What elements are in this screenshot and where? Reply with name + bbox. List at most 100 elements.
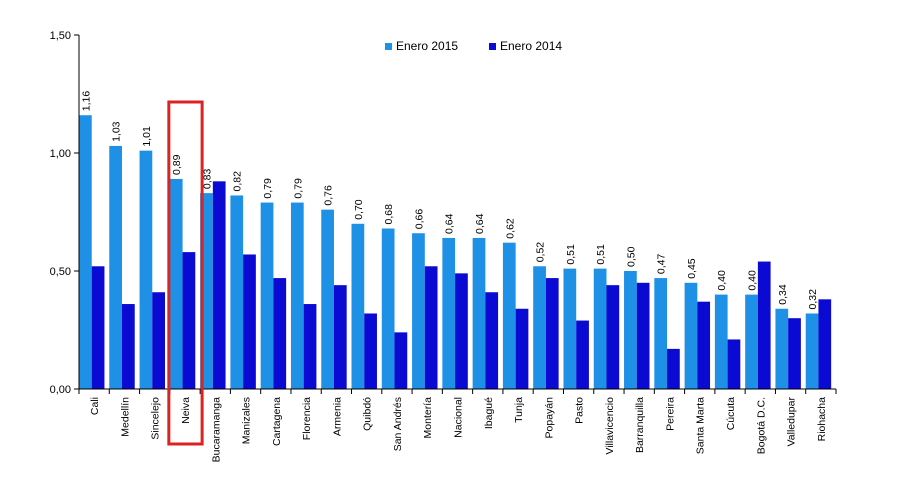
bar-enero-2015-19 (654, 278, 668, 389)
data-label: 0,70 (353, 199, 365, 220)
bar-enero-2014-8 (333, 285, 347, 389)
bar-enero-2014-0 (91, 266, 105, 389)
x-category-label: Bucaramanga (210, 397, 222, 463)
bar-enero-2015-1 (109, 145, 122, 389)
bar-enero-2015-12 (442, 237, 456, 389)
data-label: 0,51 (565, 244, 577, 265)
data-label: 0,68 (383, 204, 395, 225)
bar-enero-2015-14 (502, 242, 516, 389)
bar-enero-2014-1 (122, 304, 135, 389)
x-category-label: Villavicencio (604, 397, 616, 455)
x-category-label: Cali (89, 397, 101, 415)
x-category-label: Santa Marta (695, 397, 707, 454)
bar-enero-2015-8 (321, 209, 334, 389)
bar-enero-2014-15 (545, 278, 559, 389)
bar-enero-2015-23 (775, 308, 789, 389)
bar-enero-2015-10 (381, 228, 395, 389)
x-category-label: Ibagué (483, 397, 495, 429)
y-tick-label: 1,50 (50, 30, 71, 42)
bar-enero-2015-11 (412, 233, 425, 389)
x-category-label: Nacional (453, 397, 465, 438)
legend: Enero 2015 Enero 2014 (385, 39, 562, 53)
data-label: 0,45 (686, 258, 698, 279)
legend-label: Enero 2015 (396, 39, 458, 53)
legend-swatch (489, 43, 496, 50)
x-category-label: Cúcuta (725, 397, 737, 430)
data-label: 0,40 (716, 270, 728, 291)
bar-enero-2014-4 (212, 181, 226, 389)
data-label: 0,62 (504, 218, 516, 239)
data-label: 1,01 (141, 126, 153, 147)
bar-enero-2015-22 (745, 294, 758, 389)
legend-label: Enero 2014 (500, 39, 562, 53)
x-category-label: Popayán (543, 397, 555, 439)
bar-enero-2015-13 (472, 237, 486, 389)
x-category-label: Pereira (664, 397, 676, 431)
x-category-label: Cartagena (271, 397, 283, 446)
data-label: 0,47 (656, 253, 668, 274)
legend-swatch (385, 43, 392, 50)
bar-enero-2014-21 (727, 339, 741, 389)
data-label: 0,76 (323, 185, 335, 206)
bar-enero-2014-18 (636, 282, 650, 389)
bar-enero-2015-0 (79, 115, 92, 390)
x-category-label: Barranquilla (634, 397, 646, 453)
bar-enero-2014-20 (697, 301, 711, 389)
x-category-label: Florencia (301, 397, 313, 440)
y-tick-label: 0,00 (50, 384, 71, 396)
x-category-label: Valledupar (786, 397, 798, 447)
x-category-label: Sincelejo (150, 397, 162, 440)
bar-enero-2015-2 (139, 150, 153, 389)
bar-enero-2014-16 (576, 320, 589, 389)
x-category-label: San Andrés (392, 397, 404, 451)
bar-enero-2015-15 (533, 266, 546, 389)
y-tick-label: 0,50 (50, 266, 71, 278)
bar-enero-2015-6 (260, 202, 274, 389)
highlight-layer (167, 100, 204, 446)
x-category-label: Riohacha (816, 397, 828, 442)
bar-enero-2015-20 (684, 282, 698, 389)
data-label: 0,79 (262, 178, 274, 199)
bar-enero-2014-14 (515, 308, 529, 389)
data-label: 0,64 (474, 213, 486, 234)
bar-enero-2015-18 (624, 271, 637, 389)
x-category-label: Medellín (119, 397, 131, 437)
bar-enero-2015-7 (290, 202, 304, 389)
data-label: 0,83 (201, 169, 213, 190)
data-label: 0,79 (292, 178, 304, 199)
bar-enero-2014-24 (818, 299, 832, 389)
highlight-box (167, 100, 204, 446)
bar-enero-2014-6 (273, 278, 287, 389)
data-label: 0,82 (232, 171, 244, 192)
x-category-label: Armenia (331, 397, 343, 436)
data-label: 0,64 (444, 213, 456, 234)
bar-enero-2015-21 (714, 294, 728, 389)
bar-enero-2014-12 (455, 273, 468, 389)
bar-enero-2015-9 (351, 223, 365, 389)
bar-enero-2014-11 (424, 266, 438, 389)
x-category-label: Tunja (513, 397, 525, 423)
x-category-label: Quibdó (362, 397, 374, 431)
x-category-label: Montería (422, 397, 434, 439)
bar-enero-2014-22 (757, 261, 771, 389)
bar-enero-2014-7 (303, 304, 317, 389)
bar-enero-2014-13 (485, 292, 499, 389)
data-label: 0,50 (625, 246, 637, 267)
bars-layer (79, 115, 832, 390)
labels-layer: 1,16 1,03 1,01 0,89 0,83 0,82 0,79 0,79 0,76 0,70… (80, 91, 819, 310)
bar-enero-2015-5 (230, 195, 244, 389)
bar-enero-2014-19 (667, 348, 680, 389)
bar-enero-2015-16 (563, 268, 577, 389)
data-label: 1,16 (80, 91, 92, 112)
x-category-label: Manizales (241, 397, 253, 444)
bar-enero-2014-5 (243, 254, 256, 389)
data-label: 0,66 (413, 209, 425, 230)
data-label: 0,34 (777, 284, 789, 305)
bar-enero-2014-23 (788, 318, 801, 389)
x-category-label: Bogotá D.C. (755, 397, 767, 454)
bar-enero-2014-9 (364, 313, 377, 389)
bar-enero-2014-2 (152, 292, 165, 389)
bar-enero-2014-10 (394, 332, 408, 389)
bar-enero-2015-3 (169, 178, 183, 389)
